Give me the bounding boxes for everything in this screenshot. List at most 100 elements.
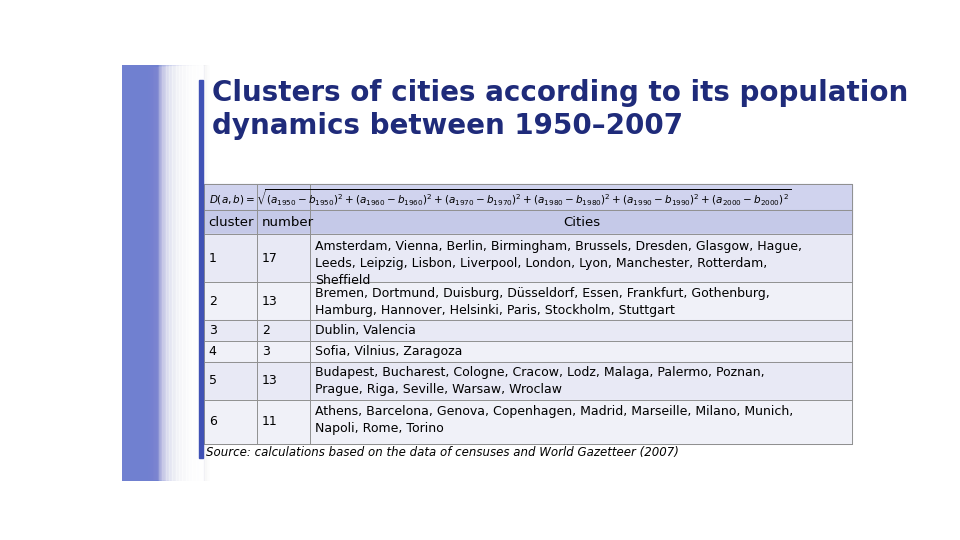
Bar	[123, 65, 128, 481]
Bar	[123, 65, 157, 481]
Bar	[123, 65, 135, 481]
Bar	[123, 65, 170, 481]
Bar	[123, 65, 184, 481]
Bar	[204, 341, 852, 362]
Bar	[123, 65, 141, 481]
Text: Clusters of cities according to its population
dynamics between 1950–2007: Clusters of cities according to its popu…	[212, 79, 909, 140]
Bar	[123, 65, 195, 481]
Bar	[123, 65, 161, 481]
Bar	[123, 65, 205, 481]
Bar	[123, 65, 194, 481]
Bar	[123, 65, 156, 481]
Bar	[123, 65, 178, 481]
Text: 2: 2	[262, 324, 270, 337]
Text: Cities: Cities	[563, 216, 600, 229]
Bar	[123, 65, 208, 481]
Bar	[123, 65, 187, 481]
Bar	[123, 65, 177, 481]
Text: Budapest, Bucharest, Cologne, Cracow, Lodz, Malaga, Palermo, Poznan,
Prague, Rig: Budapest, Bucharest, Cologne, Cracow, Lo…	[315, 366, 764, 396]
Bar	[123, 65, 196, 481]
Bar	[123, 65, 129, 481]
Bar	[200, 80, 204, 457]
Bar	[123, 65, 173, 481]
Bar	[123, 65, 179, 481]
Bar	[123, 65, 132, 481]
Text: 3: 3	[262, 345, 270, 358]
Bar	[123, 65, 202, 481]
Bar	[123, 65, 199, 481]
Bar	[123, 65, 160, 481]
Bar	[123, 65, 133, 481]
Bar	[123, 65, 210, 481]
Bar	[123, 65, 176, 481]
Bar	[123, 65, 131, 481]
Bar	[123, 65, 186, 481]
Bar	[123, 65, 165, 481]
Bar	[204, 211, 852, 234]
Bar	[123, 65, 191, 481]
Bar	[123, 65, 177, 481]
Bar	[204, 184, 852, 444]
Bar	[123, 65, 174, 481]
Bar	[123, 65, 213, 481]
Bar	[123, 65, 165, 481]
Bar	[123, 65, 142, 481]
Text: 4: 4	[208, 345, 217, 358]
Bar	[123, 65, 158, 481]
Bar	[123, 65, 180, 481]
Bar	[123, 65, 140, 481]
Bar	[204, 234, 852, 282]
Bar	[123, 65, 175, 481]
Bar	[123, 65, 212, 481]
Bar	[204, 320, 852, 341]
Bar	[123, 65, 200, 481]
Text: 13: 13	[262, 295, 277, 308]
Bar	[123, 65, 168, 481]
Bar	[123, 65, 201, 481]
Bar	[123, 65, 127, 481]
Bar	[123, 65, 208, 481]
Bar	[123, 65, 139, 481]
Bar	[123, 65, 180, 481]
Bar	[123, 65, 189, 481]
Bar	[123, 65, 157, 481]
Text: 13: 13	[262, 374, 277, 387]
Bar	[123, 65, 204, 481]
Text: Dublin, Valencia: Dublin, Valencia	[315, 324, 416, 337]
Bar	[123, 65, 153, 481]
Bar	[123, 65, 150, 481]
Bar	[123, 65, 188, 481]
Bar	[123, 65, 206, 481]
Bar	[123, 65, 127, 481]
Bar	[123, 65, 167, 481]
Bar	[123, 65, 138, 481]
Bar	[123, 65, 124, 481]
Bar	[123, 65, 215, 481]
Bar	[123, 65, 171, 481]
Bar	[123, 65, 144, 481]
Bar	[123, 65, 184, 481]
Bar	[123, 65, 162, 481]
Text: 5: 5	[208, 374, 217, 387]
Bar	[123, 65, 143, 481]
Bar	[123, 65, 209, 481]
Text: cluster: cluster	[208, 216, 254, 229]
Text: 11: 11	[262, 415, 277, 428]
Bar	[123, 65, 214, 481]
Text: Athens, Barcelona, Genova, Copenhagen, Madrid, Marseille, Milano, Munich,
Napoli: Athens, Barcelona, Genova, Copenhagen, M…	[315, 406, 793, 435]
Text: Sofia, Vilnius, Zaragoza: Sofia, Vilnius, Zaragoza	[315, 345, 463, 358]
Bar	[123, 65, 207, 481]
Bar	[123, 65, 148, 481]
Bar	[123, 65, 150, 481]
Bar	[123, 65, 125, 481]
Bar	[123, 65, 154, 481]
Bar	[123, 65, 192, 481]
Text: 2: 2	[208, 295, 217, 308]
Bar	[123, 65, 146, 481]
Bar	[123, 65, 142, 481]
Bar	[123, 65, 203, 481]
Bar	[123, 65, 145, 481]
Bar	[123, 65, 182, 481]
Bar	[204, 400, 852, 444]
Text: 17: 17	[262, 252, 277, 265]
